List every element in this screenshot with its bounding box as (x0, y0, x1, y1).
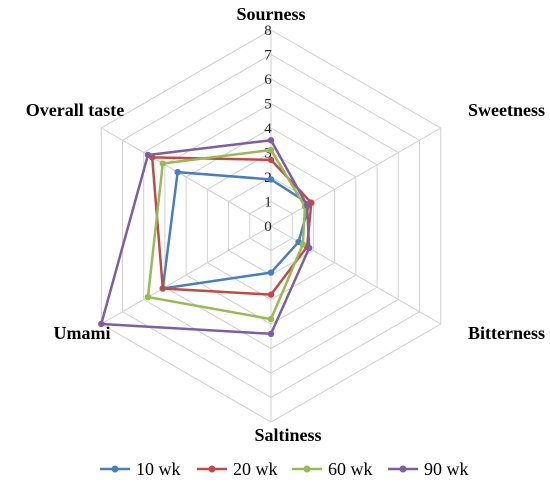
legend-item: 90 wk (388, 459, 469, 479)
data-point (267, 146, 275, 154)
series-line (161, 170, 311, 290)
legend-marker (111, 465, 119, 473)
series-20-wk (148, 154, 315, 298)
legend-marker (303, 465, 311, 473)
axis-label-sourness: Sourness (236, 4, 305, 24)
legend-item: 60 wk (292, 459, 373, 479)
data-point (144, 151, 152, 159)
tick-label: 6 (264, 72, 272, 88)
data-point (267, 315, 275, 323)
axis-label-umami: Umami (54, 323, 111, 343)
data-point (267, 330, 275, 337)
tick-label: 0 (264, 219, 272, 235)
axis-labels: Sourness Sweetness Bitterness Saltiness Umam… (26, 4, 545, 445)
legend-marker (399, 465, 407, 473)
data-point (267, 269, 275, 276)
legend: 10 wk 20 wk 60 wk 90 wk (100, 459, 469, 479)
data-point (144, 293, 152, 301)
series-layer (98, 137, 315, 337)
tick-label: 1 (264, 195, 272, 211)
data-point (267, 137, 275, 144)
data-point (267, 156, 275, 164)
data-point (98, 320, 105, 328)
grid-spoke-4 (101, 225, 272, 325)
axis-label-overall-taste: Overall taste (26, 100, 124, 120)
data-point (159, 285, 166, 292)
grid-spoke-5 (101, 127, 272, 227)
axis-label-saltiness: Saltiness (254, 425, 321, 445)
legend-item: 20 wk (197, 459, 278, 479)
tick-label: 8 (264, 23, 272, 39)
data-point (174, 168, 181, 176)
legend-label: 20 wk (233, 459, 278, 479)
data-point (299, 241, 307, 248)
data-point (159, 160, 166, 167)
tick-label: 3 (264, 146, 272, 162)
tick-label: 4 (264, 121, 272, 137)
grid-spoke-1 (270, 127, 441, 227)
series-90-wk (98, 137, 313, 337)
data-point (267, 291, 275, 298)
tick-label: 5 (264, 97, 272, 113)
tick-label: 7 (264, 48, 272, 64)
axis-label-sweetness: Sweetness (468, 100, 545, 120)
data-point (303, 201, 311, 209)
legend-item: 10 wk (100, 459, 181, 479)
legend-marker (208, 465, 216, 473)
legend-label: 90 wk (424, 459, 469, 479)
axis-label-bitterness: Bitterness (468, 323, 545, 343)
data-point (267, 176, 275, 183)
legend-label: 10 wk (136, 459, 181, 479)
data-point (305, 244, 313, 252)
legend-label: 60 wk (328, 459, 373, 479)
